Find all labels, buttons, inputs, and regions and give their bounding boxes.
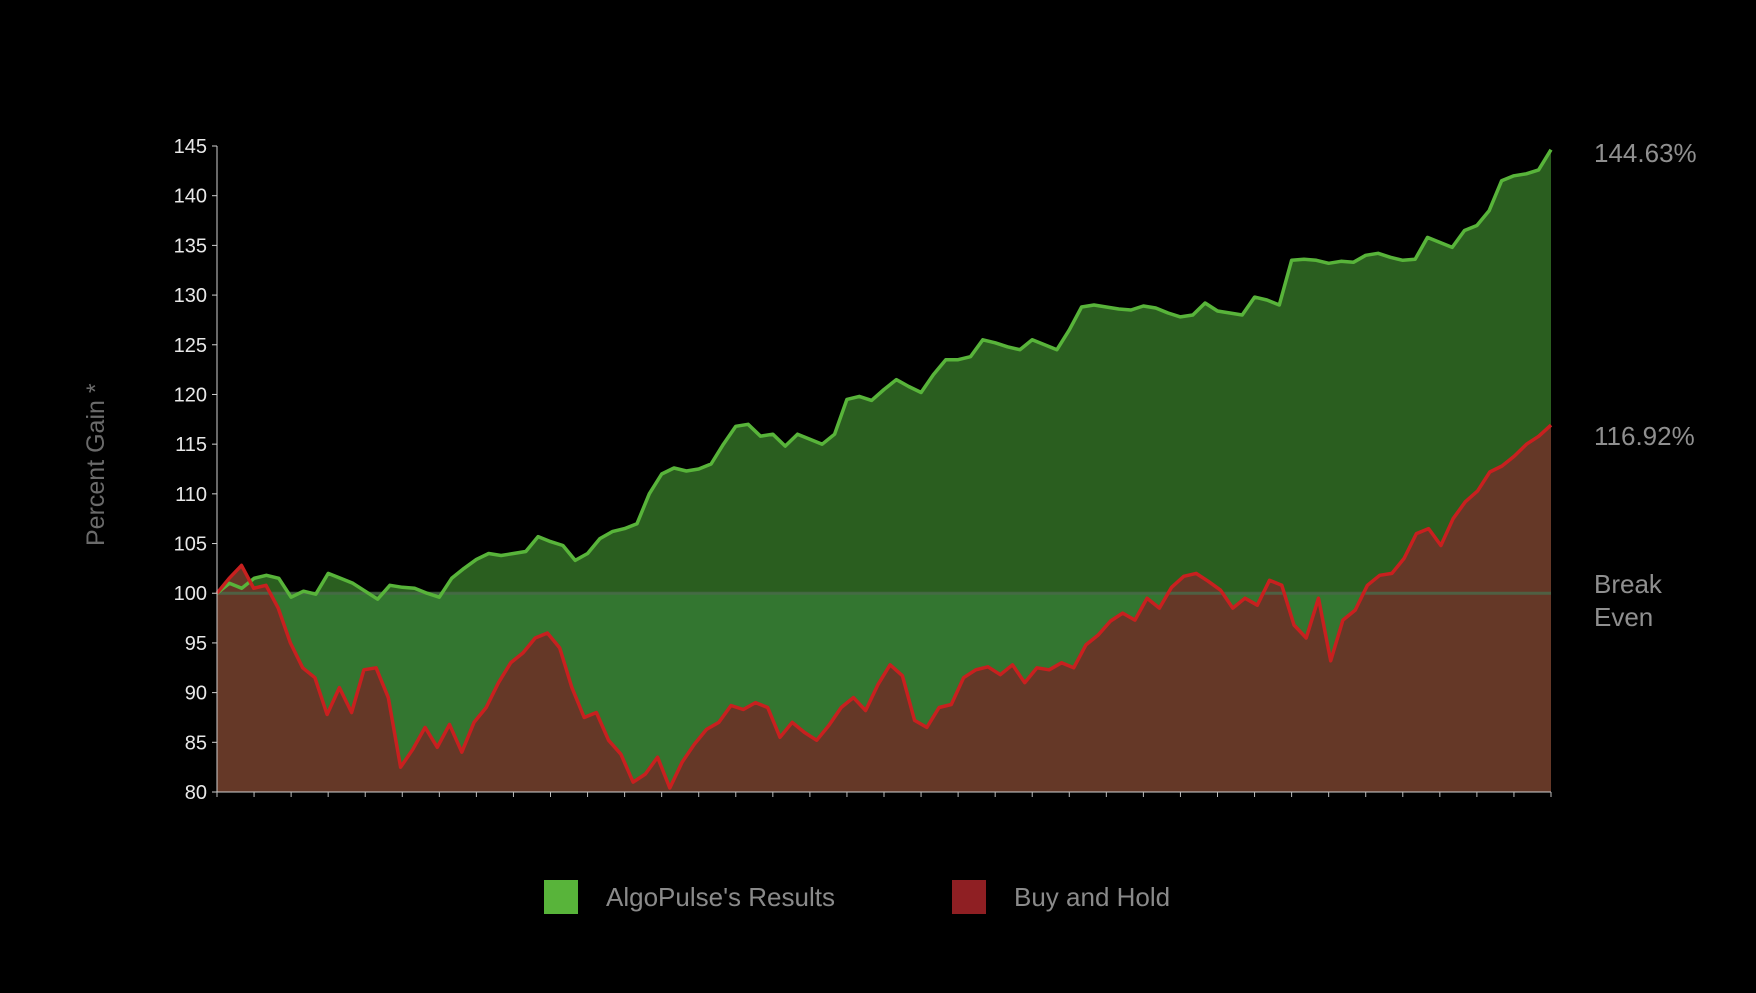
y-axis-label: Percent Gain *: [82, 383, 110, 546]
area-fills: [217, 149, 1551, 792]
y-tick-label: 135: [174, 235, 207, 257]
legend-item-algopulse: AlgoPulse's Results: [544, 879, 835, 915]
buy-hold-line: [215, 423, 1553, 790]
legend-label-algopulse: AlgoPulse's Results: [606, 881, 835, 912]
y-tick-label: 80: [185, 782, 207, 804]
break-even-label: Break Even: [1594, 568, 1662, 634]
break-even-label-line1: Break: [1594, 569, 1662, 599]
legend-label-buy-hold: Buy and Hold: [1014, 881, 1171, 912]
buy-hold-area: [217, 425, 1551, 792]
legend-swatch-algopulse: [544, 880, 578, 914]
legend: AlgoPulse's Results Buy and Hold: [0, 879, 1756, 919]
break-even-label-line2: Even: [1594, 602, 1654, 632]
y-tick-label: 130: [174, 285, 207, 307]
legend-item-buy-hold: Buy and Hold: [952, 879, 1170, 915]
y-tick-label: 95: [185, 633, 207, 655]
y-tick-label: 105: [174, 534, 207, 556]
algopulse-line: [215, 148, 1553, 601]
y-tick-label: 125: [174, 335, 207, 357]
x-axis: [216, 791, 1552, 797]
y-tick-label: 100: [174, 583, 207, 605]
y-tick-label: 90: [185, 683, 207, 705]
y-tick-label: 110: [175, 484, 207, 506]
y-tick-label: 120: [174, 384, 207, 406]
algopulse-end-label: 144.63%: [1594, 138, 1697, 168]
legend-swatch-buy-hold: [952, 880, 986, 914]
y-tick-label: 145: [174, 136, 207, 158]
y-tick-label: 85: [185, 732, 207, 754]
y-tick-label: 140: [174, 186, 207, 208]
buy-hold-end-label: 116.92%: [1594, 421, 1695, 451]
series-lines: [215, 148, 1553, 790]
y-tick-label: 115: [175, 434, 207, 456]
y-axis: 80 85 90 95 100 105 110 115 120 125 130 135 140 145: [174, 136, 218, 804]
